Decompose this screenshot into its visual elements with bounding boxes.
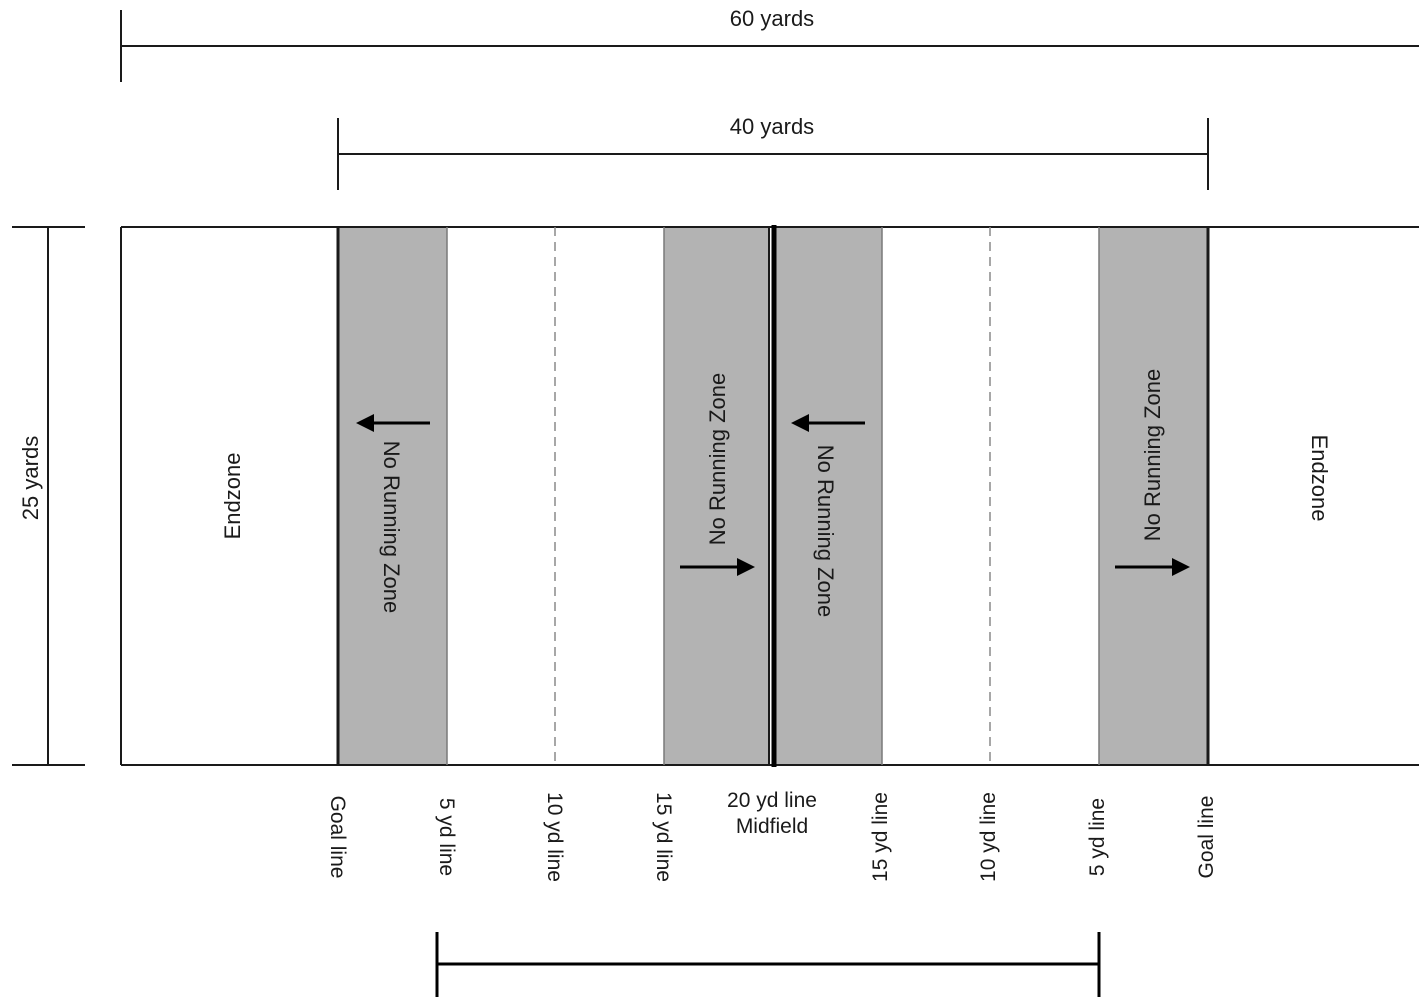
dimension-25-yards: 25 yards: [12, 226, 85, 766]
no-running-zone-3: [776, 227, 882, 765]
fifteen-yd-left-label: 15 yd line: [652, 792, 675, 882]
endzone-right-label: Endzone: [1307, 435, 1332, 522]
dimension-60-yards-label: 60 yards: [730, 6, 814, 31]
dimension-40-yards: 40 yards: [337, 114, 1209, 190]
arrow-left-icon: [356, 414, 430, 432]
arrow-left-icon: [791, 414, 865, 432]
midfield-label-line2: Midfield: [736, 815, 808, 838]
dimension-40-yards-label: 40 yards: [730, 114, 814, 139]
no-running-zone-label-3: No Running Zone: [813, 445, 838, 617]
arrow-right-icon: [1115, 558, 1190, 576]
five-yd-right-label: 5 yd line: [1086, 798, 1109, 876]
dimension-60-yards: 60 yards: [120, 6, 1419, 82]
dimension-25-yards-label: 25 yards: [18, 436, 43, 520]
midfield-label-line1: 20 yd line: [727, 789, 817, 812]
ten-yd-right-label: 10 yd line: [977, 792, 1000, 882]
fifteen-yd-right-label: 15 yd line: [869, 792, 892, 882]
arrow-right-icon: [680, 558, 755, 576]
endzone-left-label: Endzone: [220, 453, 245, 540]
no-running-zone-1: [338, 227, 447, 765]
no-running-zone-2: [664, 227, 770, 765]
no-running-zone-label-2: No Running Zone: [705, 373, 730, 545]
bottom-bracket: [435, 932, 1101, 997]
no-running-zone-label-1: No Running Zone: [379, 441, 404, 613]
no-running-zone-4: [1099, 227, 1208, 765]
no-running-zone-label-4: No Running Zone: [1140, 369, 1165, 541]
goal-line-right-label: Goal line: [1195, 796, 1218, 879]
ten-yd-left-label: 10 yd line: [543, 792, 566, 882]
five-yd-left-label: 5 yd line: [435, 798, 458, 876]
goal-line-left-label: Goal line: [326, 796, 349, 879]
